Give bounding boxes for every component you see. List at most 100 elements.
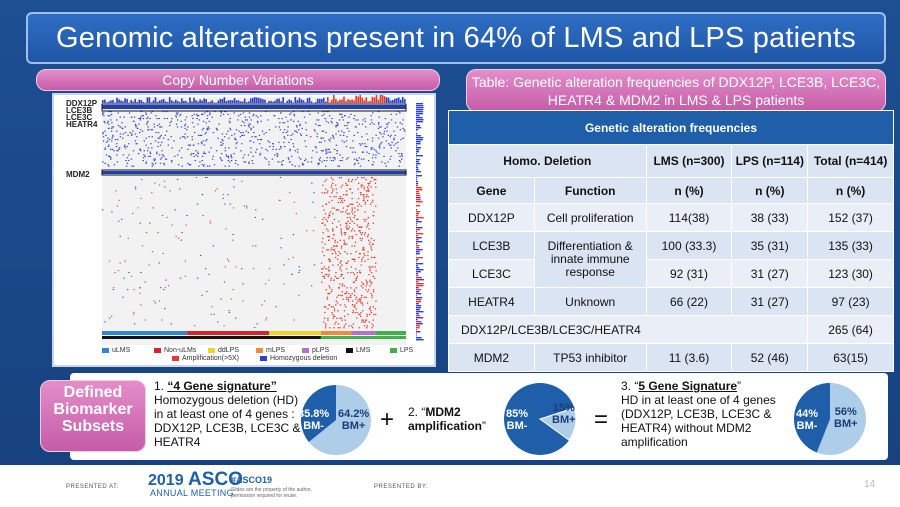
amplification-mark — [351, 258, 353, 260]
cnv-mark — [122, 296, 124, 298]
amplification-mark — [369, 285, 371, 287]
deletion-mark — [268, 129, 271, 131]
deletion-mark — [259, 139, 262, 141]
deletion-mark — [375, 154, 377, 156]
deletion-mark — [228, 147, 230, 149]
amplification-mark — [357, 300, 359, 302]
deletion-mark — [372, 154, 374, 156]
deletion-mark — [260, 120, 262, 122]
deletion-mark — [228, 137, 230, 139]
deletion-mark — [390, 119, 393, 121]
amplification-mark — [360, 239, 362, 241]
deletion-mark — [335, 144, 338, 146]
deletion-mark — [124, 147, 127, 149]
amplification-mark — [340, 273, 342, 276]
deletion-mark — [295, 130, 297, 132]
deletion-mark — [201, 160, 203, 162]
deletion-mark — [390, 134, 392, 136]
histogram-bar — [124, 98, 126, 103]
amplification-mark — [326, 249, 328, 251]
deletion-mark — [154, 158, 157, 160]
deletion-mark — [332, 160, 335, 162]
frequency-bar — [416, 219, 419, 221]
deletion-mark — [198, 119, 201, 121]
amplification-mark — [350, 296, 352, 298]
frequency-bar — [416, 197, 421, 199]
cell-function: Differentiation & innate immune response — [533, 231, 647, 288]
legend-ulms: uLMS — [102, 347, 130, 354]
amplification-mark — [358, 203, 361, 205]
deletion-mark — [137, 127, 139, 129]
deletion-mark — [296, 151, 299, 153]
amplification-mark — [328, 239, 330, 241]
histogram-bar — [270, 100, 272, 103]
amplification-mark — [339, 327, 341, 329]
deletion-mark — [381, 141, 383, 143]
deletion-mark — [127, 134, 129, 136]
amplification-mark — [354, 241, 357, 243]
deletion-mark — [107, 120, 109, 122]
deletion-mark — [367, 160, 370, 162]
amplification-mark — [339, 294, 341, 297]
deletion-mark — [132, 150, 135, 152]
frequency-bar — [416, 107, 424, 109]
amplification-mark — [326, 296, 328, 298]
cnv-mark — [111, 211, 113, 213]
cnv-mark — [227, 194, 229, 196]
cnv-mark — [132, 213, 134, 215]
amplification-mark — [347, 300, 350, 302]
amplification-mark — [367, 254, 369, 257]
cnv-mark — [232, 239, 234, 241]
deletion-mark — [107, 146, 110, 148]
deletion-mark — [342, 119, 345, 121]
frequency-bar — [416, 167, 419, 169]
deletion-mark — [358, 123, 361, 125]
amplification-mark — [331, 311, 333, 314]
amplification-mark — [345, 211, 347, 213]
amplification-mark — [352, 272, 355, 274]
amplification-mark — [368, 289, 370, 291]
histogram-bar — [118, 99, 120, 103]
deletion-mark — [278, 126, 280, 128]
deletion-mark — [399, 161, 402, 163]
frequency-bar — [416, 105, 424, 107]
frequency-bar — [416, 151, 420, 153]
deletion-mark — [395, 113, 398, 115]
cnv-mark — [264, 300, 266, 302]
deletion-mark — [231, 134, 233, 136]
deletion-mark — [195, 150, 197, 152]
deletion-mark — [322, 130, 325, 132]
amplification-mark — [333, 315, 335, 317]
deletion-mark — [354, 151, 356, 153]
cnv-mark — [234, 317, 237, 319]
amplification-mark — [336, 302, 339, 304]
amplification-mark — [328, 292, 330, 295]
deletion-mark — [207, 126, 210, 128]
amplification-mark — [361, 319, 363, 321]
amplification-mark — [368, 228, 370, 230]
deletion-mark — [299, 125, 301, 127]
deletion-mark — [194, 160, 196, 162]
amplification-mark — [329, 196, 331, 198]
deletion-mark — [372, 164, 374, 166]
deletion-mark — [239, 113, 242, 115]
histogram-bar — [314, 102, 317, 103]
deletion-mark — [119, 126, 121, 128]
amplification-mark — [358, 226, 360, 228]
cnv-mark — [164, 308, 166, 310]
deletion-mark — [139, 150, 142, 152]
histogram-bar — [199, 99, 201, 103]
histogram-bar — [170, 100, 173, 103]
cnv-mark — [135, 188, 137, 190]
deletion-mark — [242, 132, 244, 134]
deletion-mark — [325, 148, 327, 150]
deletion-mark — [111, 126, 113, 128]
amplification-mark — [367, 224, 369, 226]
deletion-mark — [280, 146, 282, 148]
deletion-mark — [206, 139, 208, 141]
pie2-bm-plus-slice — [538, 407, 577, 441]
histogram-bar — [280, 101, 282, 103]
deletion-mark — [176, 154, 179, 156]
deletion-mark — [121, 122, 123, 124]
frequency-bar — [416, 309, 420, 311]
